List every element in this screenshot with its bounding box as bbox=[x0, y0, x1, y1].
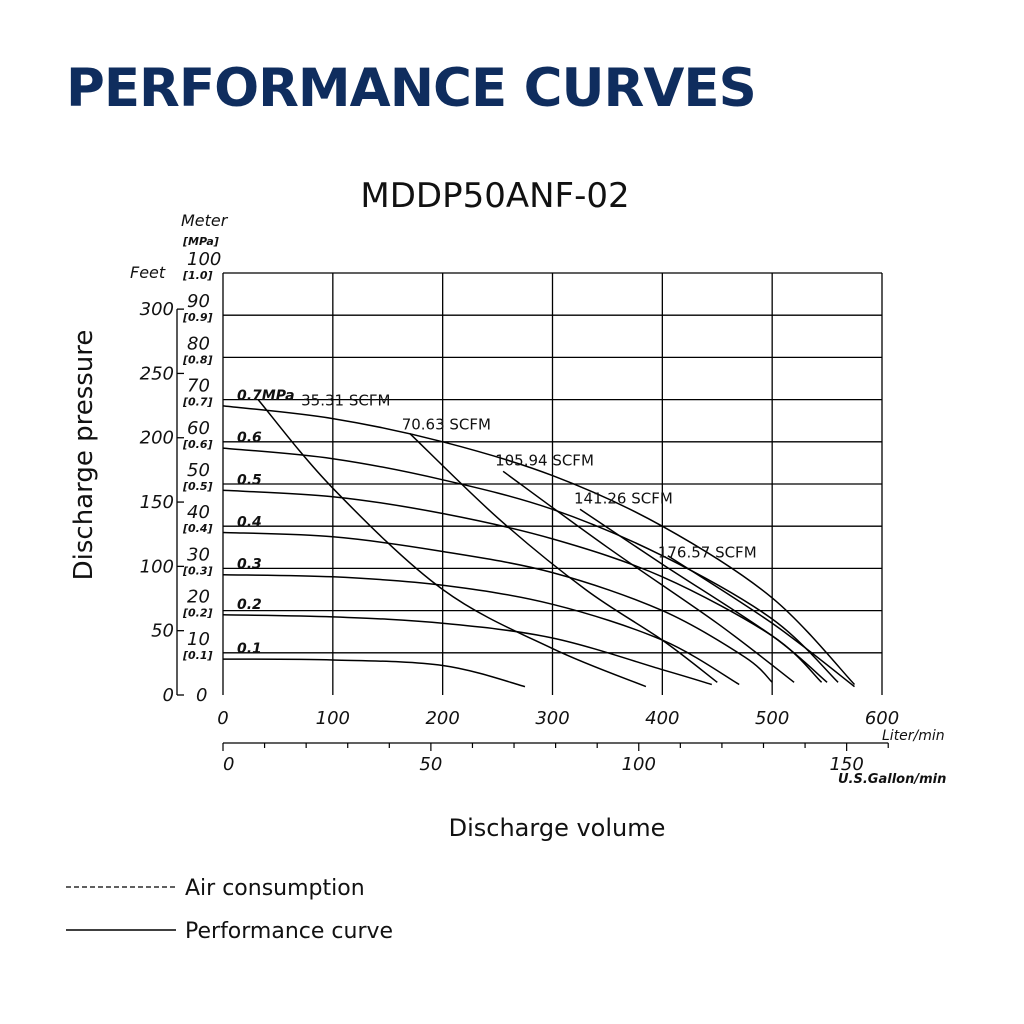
gallon-tick-label: 150 bbox=[829, 754, 863, 775]
performance-curve bbox=[222, 658, 526, 688]
feet-tick-label: 50 bbox=[151, 621, 174, 642]
air-consumption-label: 35.31 SCFM bbox=[301, 392, 390, 410]
meter-tick-label: 40 bbox=[187, 502, 210, 523]
feet-tick-label: 100 bbox=[140, 556, 174, 577]
performance-curve-label: 0.4 bbox=[237, 515, 262, 531]
mpa-tick-label: [0.6] bbox=[182, 438, 213, 451]
performance-curve-label: 0.3 bbox=[237, 557, 262, 573]
x-axis-title: Discharge volume bbox=[449, 814, 666, 842]
performance-curve bbox=[222, 447, 839, 683]
performance-curve-label: 0.1 bbox=[237, 641, 262, 657]
air-consumption-label: 176.57 SCFM bbox=[658, 544, 757, 562]
meter-tick-label: 70 bbox=[187, 376, 210, 397]
x-tick-label: 100 bbox=[316, 708, 350, 729]
air-consumption-curve bbox=[502, 470, 795, 683]
chart-series bbox=[222, 399, 856, 688]
x-tick-label: 500 bbox=[755, 708, 789, 729]
air-consumption-curve bbox=[257, 399, 647, 688]
air-consumption-label: 70.63 SCFM bbox=[402, 415, 491, 433]
meter-tick-label: 60 bbox=[187, 418, 210, 439]
meter-tick-label: 10 bbox=[187, 629, 210, 650]
feet-tick-label: 250 bbox=[140, 363, 174, 384]
meter-tick-label: 20 bbox=[187, 587, 210, 608]
performance-curve-label: 0.2 bbox=[237, 597, 262, 613]
y-unit-mpa: [MPa] bbox=[182, 235, 219, 248]
air-consumption-curve bbox=[409, 432, 718, 683]
y-unit-meter: Meter bbox=[181, 211, 229, 230]
mpa-tick-label: [0.5] bbox=[182, 480, 213, 493]
meter-tick-label: 0 bbox=[196, 685, 207, 706]
performance-curve bbox=[222, 614, 713, 686]
performance-curve-label: 0.5 bbox=[237, 472, 262, 488]
x-tick-label: 400 bbox=[645, 708, 679, 729]
meter-tick-label: 100 bbox=[187, 249, 221, 270]
performance-curve-label: 0.6 bbox=[237, 430, 262, 446]
mpa-tick-label: [0.1] bbox=[182, 649, 213, 662]
mpa-tick-label: [0.7] bbox=[182, 396, 213, 409]
feet-tick-label: 0 bbox=[163, 685, 174, 706]
feet-tick-label: 150 bbox=[140, 492, 174, 513]
chart-title: MDDP50ANF-02 bbox=[360, 176, 629, 216]
performance-curve-label: 0.7MPa bbox=[237, 388, 295, 404]
performance-curve bbox=[222, 531, 773, 683]
mpa-tick-label: [0.8] bbox=[182, 353, 213, 366]
air-consumption-curve bbox=[579, 508, 828, 683]
x-tick-label: 0 bbox=[217, 708, 228, 729]
gallon-tick-label: 100 bbox=[622, 754, 656, 775]
x-tick-label: 600 bbox=[865, 708, 899, 729]
mpa-tick-label: [1.0] bbox=[182, 269, 213, 282]
meter-tick-label: 90 bbox=[187, 291, 210, 312]
legend-air-consumption: Air consumption bbox=[185, 876, 365, 901]
mpa-tick-label: [0.4] bbox=[182, 522, 213, 535]
x-tick-label: 200 bbox=[425, 708, 459, 729]
feet-tick-label: 200 bbox=[140, 428, 174, 449]
air-consumption-label: 105.94 SCFM bbox=[495, 451, 594, 469]
gallon-tick-label: 0 bbox=[223, 754, 234, 775]
meter-tick-label: 50 bbox=[187, 460, 210, 481]
legend: Air consumption Performance curve bbox=[66, 876, 393, 944]
y-unit-feet: Feet bbox=[130, 263, 166, 282]
x-unit-gallon: U.S.Gallon/min bbox=[838, 772, 946, 787]
feet-tick-label: 300 bbox=[140, 299, 174, 320]
meter-tick-label: 30 bbox=[187, 544, 210, 565]
air-consumption-label: 141.26 SCFM bbox=[574, 489, 673, 507]
mpa-tick-label: [0.9] bbox=[182, 311, 213, 324]
y-axis-title: Discharge pressure bbox=[69, 330, 99, 581]
legend-performance-curve: Performance curve bbox=[185, 919, 393, 944]
page-title: PERFORMANCE CURVES bbox=[66, 58, 757, 119]
chart-grid bbox=[176, 272, 889, 751]
mpa-tick-label: [0.2] bbox=[182, 607, 213, 620]
mpa-tick-label: [0.3] bbox=[182, 564, 213, 577]
air-consumption-curve bbox=[667, 555, 855, 688]
x-tick-label: 300 bbox=[535, 708, 569, 729]
performance-curve bbox=[222, 489, 823, 683]
performance-curve bbox=[222, 405, 856, 686]
chart-labels: 0 50 100 150 200 250 300 0 10[0.1] 20[0.2] 30[0.3]… bbox=[140, 249, 900, 775]
x-unit-liter: Liter/min bbox=[882, 728, 945, 744]
meter-tick-label: 80 bbox=[187, 333, 210, 354]
gallon-tick-label: 50 bbox=[419, 754, 442, 775]
